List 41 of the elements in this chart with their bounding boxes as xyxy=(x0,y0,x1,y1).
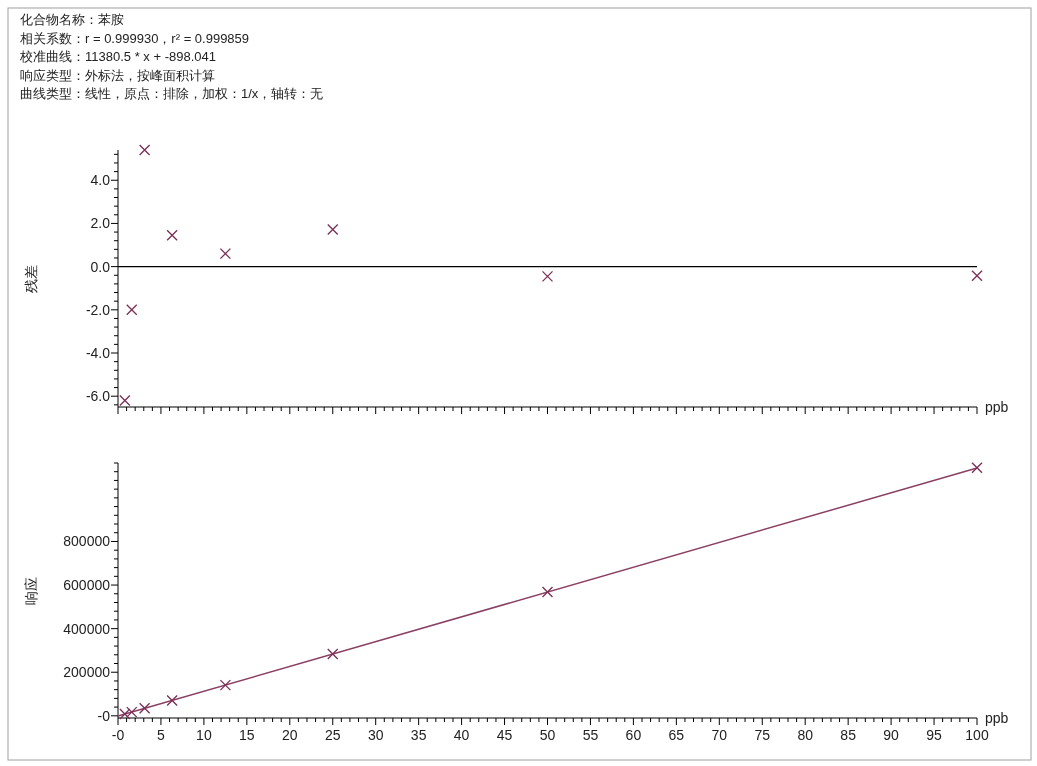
x-tick-label: 30 xyxy=(367,727,384,743)
x-tick-label: 95 xyxy=(926,727,943,743)
y-tick-label: 0.0 xyxy=(90,258,111,275)
x-tick-label: 20 xyxy=(282,727,298,743)
text: 响应类型：外标法，按峰面积计算 xyxy=(20,67,215,83)
x-tick-label: 10 xyxy=(196,727,212,743)
x-axis-title: ppb xyxy=(985,399,1009,415)
y-tick-label: 800000 xyxy=(63,533,111,550)
x-tick-label: 5 xyxy=(157,727,166,743)
y-tick-label: 600000 xyxy=(63,577,111,594)
y-tick-label: -4.0 xyxy=(85,345,111,362)
x-tick-label: 35 xyxy=(410,727,427,743)
x-tick-label: 70 xyxy=(711,727,728,743)
x-tick-label: 90 xyxy=(883,727,900,743)
y-tick-label: -6.0 xyxy=(85,388,111,405)
y-tick-label: 4.0 xyxy=(90,172,111,189)
text: 相关系数：r = 0.999930，r² = 0.999859 xyxy=(20,30,250,46)
text: 校准曲线：11380.5 * x + -898.041 xyxy=(19,49,216,64)
x-tick-label: -0 xyxy=(111,727,125,743)
x-tick-label: 55 xyxy=(582,727,599,743)
x-axis-title: ppb xyxy=(985,710,1009,726)
y-axis-title: 残差 xyxy=(23,264,39,293)
x-tick-label: 85 xyxy=(840,727,857,743)
text: 化合物名称：苯胺 xyxy=(20,12,124,27)
text: 曲线类型：线性，原点：排除，加权：1/x，轴转：无 xyxy=(20,86,324,101)
y-tick-label: 400000 xyxy=(63,620,111,637)
x-tick-label: 40 xyxy=(453,727,470,743)
x-tick-label: 15 xyxy=(239,727,255,743)
y-tick-label: -2.0 xyxy=(85,301,111,318)
y-tick-label: 200000 xyxy=(63,664,111,681)
x-tick-label: 100 xyxy=(965,727,989,743)
x-tick-label: 80 xyxy=(797,727,814,743)
x-tick-label: 45 xyxy=(496,727,513,743)
y-tick-label: 2.0 xyxy=(90,215,111,232)
x-tick-label: 25 xyxy=(324,727,341,743)
x-tick-label: 65 xyxy=(668,727,685,743)
y-tick-label: -0 xyxy=(97,707,111,724)
x-tick-label: 50 xyxy=(539,727,556,743)
x-tick-label: 75 xyxy=(754,727,771,743)
y-axis-title: 响应 xyxy=(23,576,39,605)
x-tick-label: 60 xyxy=(625,727,642,743)
